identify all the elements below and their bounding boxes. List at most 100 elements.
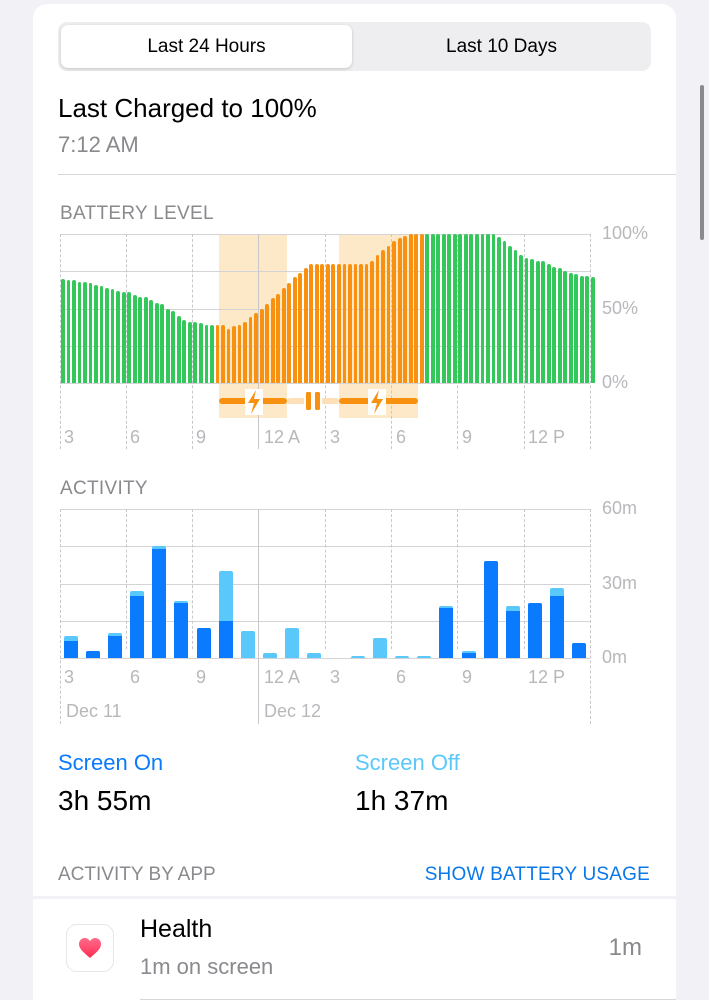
battery-bar: [171, 311, 176, 383]
activity-bar: [417, 655, 432, 658]
day-divider: [258, 234, 259, 449]
health-app-icon: [66, 924, 114, 972]
activity-bar: [571, 643, 586, 658]
battery-bar: [149, 299, 154, 383]
battery-bar: [248, 317, 253, 383]
battery-bar: [303, 268, 308, 383]
battery-y-tick: 50%: [602, 298, 639, 318]
battery-bar: [215, 324, 220, 383]
screen-on-segment: [196, 628, 211, 658]
battery-bar: [348, 263, 352, 383]
activity-y-tick: 60m: [602, 498, 638, 518]
gridline-vertical: [524, 234, 525, 449]
battery-bar: [508, 245, 512, 383]
battery-y-tick: 100%: [602, 223, 649, 243]
battery-x-tick: 3: [64, 427, 75, 447]
activity-x-tick: 3: [330, 667, 341, 687]
activity-bar: [196, 628, 211, 658]
screen-off-label: Screen Off: [355, 750, 460, 775]
battery-y-tick: 0%: [602, 372, 629, 392]
app-name: Health: [140, 915, 213, 943]
activity-bar: [130, 590, 145, 658]
activity-y-tick: 0m: [602, 647, 628, 667]
time-range-segmented-control: Last 24 Hours Last 10 Days: [58, 22, 651, 71]
battery-bar: [491, 234, 496, 383]
battery-bar: [342, 263, 347, 383]
battery-bar: [364, 263, 369, 383]
battery-bar: [436, 234, 441, 383]
screen-on-segment: [571, 643, 586, 658]
tab-last-24-hours[interactable]: Last 24 Hours: [61, 25, 352, 68]
battery-x-tick: 12 A: [264, 427, 301, 447]
activity-bars: [0, 509, 709, 658]
battery-bar: [281, 287, 286, 383]
activity-bar: [373, 638, 388, 658]
gridline-vertical: [590, 509, 591, 724]
activity-y-tick: 30m: [602, 573, 638, 593]
gridline-vertical: [325, 234, 326, 449]
battery-bar: [176, 315, 181, 383]
last-charged-time: 7:12 AM: [58, 132, 139, 157]
battery-bars: [0, 234, 709, 383]
gridline-vertical: [391, 509, 392, 649]
pause-icon: [304, 391, 322, 411]
activity-x-tick: 3: [64, 667, 75, 687]
battery-bar: [259, 308, 264, 383]
tab-last-10-days[interactable]: Last 10 Days: [446, 35, 557, 57]
screen-on-segment: [527, 603, 542, 658]
battery-bar: [386, 245, 391, 383]
scrollbar[interactable]: [700, 85, 704, 240]
battery-bar: [524, 257, 529, 383]
screen-on-segment: [483, 561, 498, 658]
battery-bar: [425, 234, 430, 383]
app-time: 1m: [608, 934, 642, 961]
battery-bar: [475, 234, 479, 383]
gridline-vertical: [524, 509, 525, 649]
charging-band: [219, 234, 287, 418]
battery-bar: [254, 312, 258, 383]
battery-bar: [138, 296, 143, 383]
screen-on-segment: [461, 653, 476, 658]
battery-x-tick: 12 P: [528, 427, 566, 447]
app-row-health[interactable]: Health 1m on screen 1m: [33, 899, 676, 1000]
activity-bar: [108, 633, 123, 658]
battery-bar: [61, 278, 65, 383]
activity-by-app-label: ACTIVITY BY APP: [58, 864, 216, 885]
gridline-vertical: [457, 234, 458, 449]
battery-bar: [552, 266, 557, 383]
battery-x-tick: 9: [462, 427, 473, 447]
activity-bar: [218, 571, 233, 658]
gridline-vertical: [325, 509, 326, 649]
divider: [58, 174, 676, 175]
screen-on-segment: [152, 548, 167, 658]
heart-icon: [79, 938, 101, 958]
activity-bar: [439, 605, 454, 658]
activity-bar: [395, 655, 410, 658]
activity-x-tick: 12 P: [528, 667, 566, 687]
battery-bar: [105, 287, 109, 383]
gridline-vertical: [192, 234, 193, 449]
battery-bar: [397, 238, 402, 383]
activity-bar: [549, 588, 564, 658]
battery-bar: [463, 234, 468, 383]
battery-bar: [370, 260, 374, 383]
battery-bar: [88, 283, 93, 383]
show-battery-usage-button[interactable]: SHOW BATTERY USAGE: [424, 864, 650, 885]
screen-on-label: Screen On: [58, 750, 164, 775]
activity-bar: [262, 653, 277, 658]
lightning-bolt-icon: [245, 389, 263, 415]
battery-bar: [314, 263, 319, 383]
screen-on-segment: [86, 650, 101, 658]
gridline-vertical: [60, 234, 61, 449]
battery-bar: [414, 234, 419, 383]
battery-bar: [403, 235, 408, 383]
battery-bar: [276, 293, 281, 383]
gridline: [60, 658, 590, 659]
battery-bar: [99, 286, 104, 383]
activity-label: ACTIVITY: [60, 478, 148, 499]
battery-bar: [83, 281, 87, 383]
battery-x-tick: 6: [130, 427, 141, 447]
battery-bar: [187, 321, 192, 383]
battery-bar: [182, 320, 187, 383]
gridline-vertical: [126, 509, 127, 649]
